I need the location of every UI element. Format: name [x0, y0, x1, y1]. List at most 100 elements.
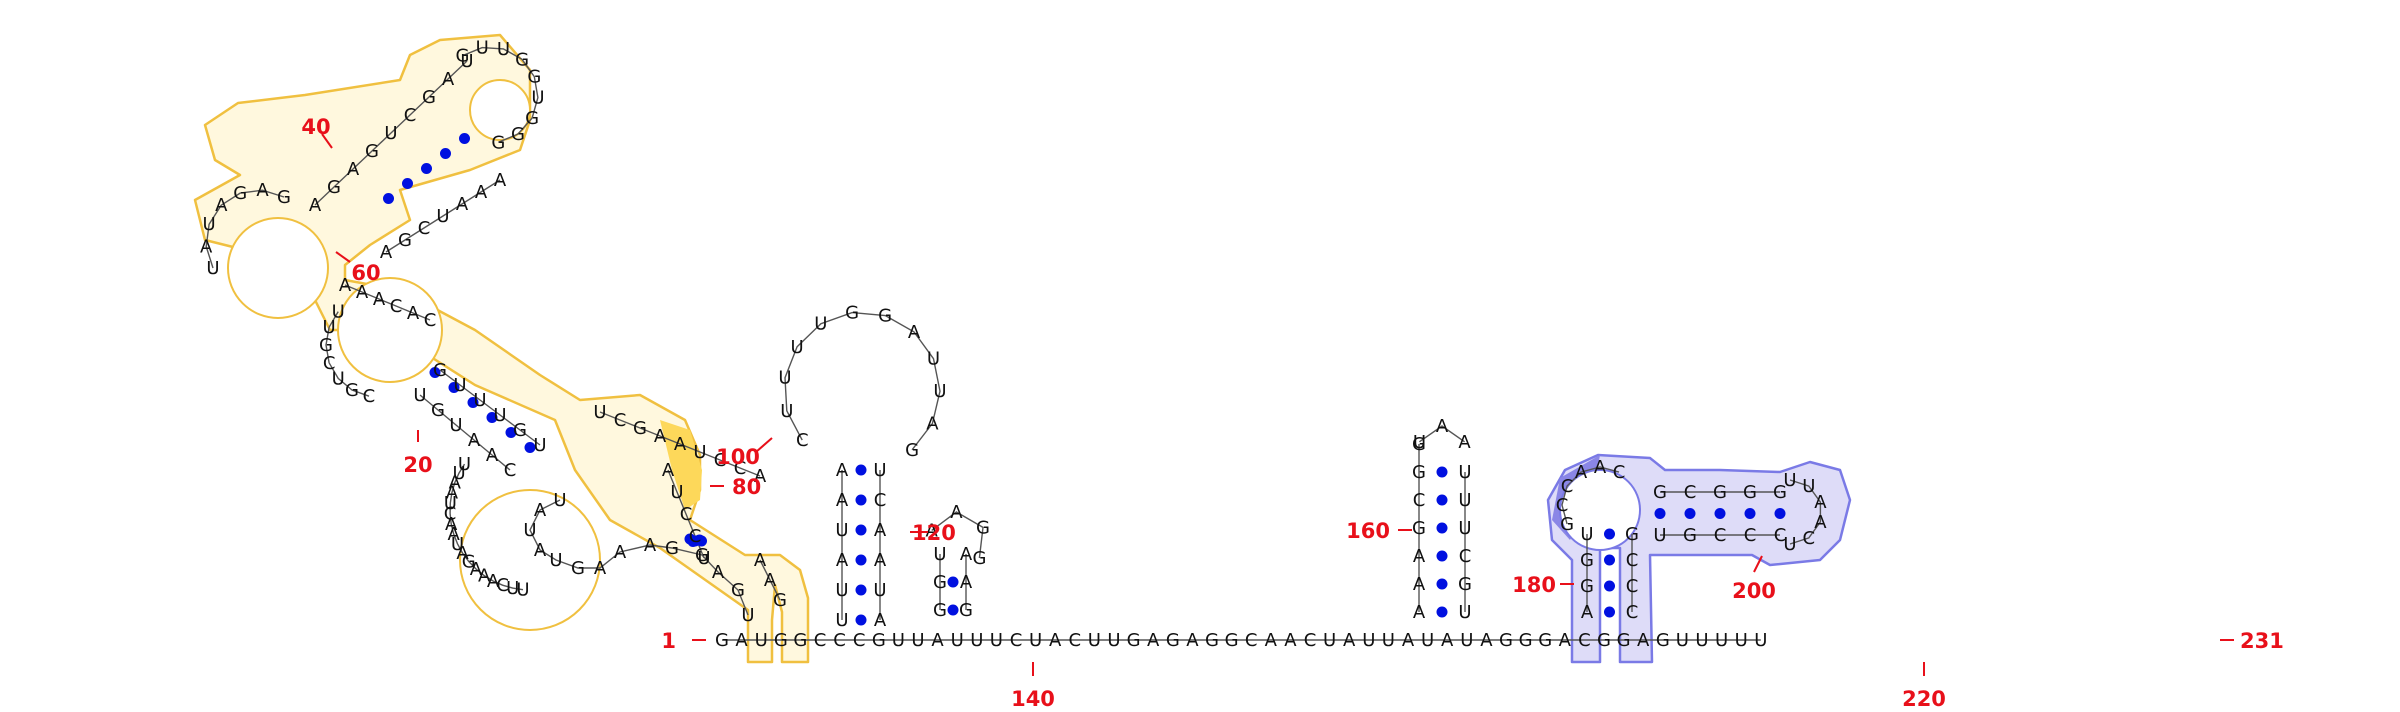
- baseline-nucleotide: G: [1225, 630, 1239, 651]
- base-pair-dot: [383, 193, 394, 204]
- hairpin-160-nucleotide: G: [1412, 434, 1426, 455]
- base-pair-dot: [855, 524, 867, 536]
- domain-b-loop-nucleotide: C: [1556, 495, 1569, 516]
- domain-b-cap-nucleotide: A: [1814, 492, 1827, 513]
- base-pair-dot: [1436, 578, 1448, 590]
- backbone-segment: [439, 369, 541, 446]
- base-pair-dot: [696, 535, 707, 547]
- backbone-segment: [1418, 425, 1466, 443]
- backbone-segment: [419, 394, 511, 471]
- baseline-nucleotide: U: [1421, 630, 1434, 651]
- hairpin-160-nucleotide: A: [1413, 602, 1426, 623]
- top-loop-hole: [469, 79, 531, 141]
- stem-d-nucleotide: C: [734, 458, 747, 479]
- stem-d-nucleotide: A: [754, 466, 767, 487]
- stem-d-nucleotide: A: [654, 426, 667, 447]
- backbone-segment: [1561, 466, 1620, 525]
- domain-b-upper-nucleotide: C: [1684, 482, 1697, 503]
- baseline-nucleotide: A: [1049, 630, 1062, 651]
- hairpin-loop-nucleotide: U: [927, 349, 940, 370]
- hairpin-loop-nucleotide: U: [933, 381, 946, 402]
- big-loop-nucleotide: A: [478, 566, 491, 587]
- top-loop-nucleotide: G: [527, 67, 541, 88]
- upper-arm-nucleotide: G: [365, 141, 379, 162]
- domain-a-highlight: [660, 420, 702, 510]
- base-pair-dot: [1604, 554, 1615, 566]
- baseline-nucleotide: C: [1578, 630, 1591, 651]
- stem-e-nucleotide: G: [433, 360, 447, 381]
- baseline-nucleotide: U: [1029, 630, 1042, 651]
- big-loop-nucleotide: U: [451, 534, 464, 555]
- backbone-segment: [529, 499, 749, 616]
- stem-a-nucleotide: G: [571, 558, 585, 579]
- base-pair-dot: [947, 576, 959, 588]
- backbone-segment: [462, 46, 539, 143]
- base-pair-dot: [855, 464, 867, 476]
- left-loop-nucleotide: U: [206, 258, 219, 279]
- base-pair-dot: [467, 397, 479, 408]
- backbone-segment: [314, 60, 468, 206]
- mid-loop-nucleotide: U: [332, 368, 345, 389]
- hairpin-160-nucleotide: U: [1458, 518, 1471, 539]
- baseline-nucleotide: A: [1480, 630, 1493, 651]
- top-loop-nucleotide: U: [531, 88, 544, 109]
- upper-arm-nucleotide: U: [384, 123, 397, 144]
- base-pair-dot: [448, 382, 460, 393]
- small-stem-nucleotide: U: [933, 544, 946, 565]
- stem-a-nucleotide: U: [549, 550, 562, 571]
- domain-b-cap-nucleotide: A: [1814, 512, 1827, 533]
- stem-a-nucleotide: A: [534, 500, 547, 521]
- domain-b-lower-nucleotide: U: [1653, 525, 1666, 546]
- baseline-nucleotide: U: [990, 630, 1003, 651]
- mid-loop-nucleotide: G: [319, 335, 333, 356]
- hairpin-160-nucleotide: U: [1458, 462, 1471, 483]
- hairpin-stem-nucleotide: U: [835, 580, 848, 601]
- base-pair-dot: [440, 148, 451, 159]
- position-tick: [1753, 555, 1763, 573]
- baseline-nucleotide: G: [1519, 630, 1533, 651]
- small-stem-loop-nucleotide: A: [926, 520, 939, 541]
- top-loop-nucleotide: U: [476, 38, 489, 59]
- top-loop-nucleotide: G: [525, 108, 539, 129]
- stem-a-nucleotide: C: [689, 526, 702, 547]
- big-loop-nucleotide: A: [456, 543, 469, 564]
- base-pair-dots-layer: [383, 133, 1786, 626]
- small-stem-nucleotide: A: [960, 572, 973, 593]
- position-label: 1: [661, 629, 676, 653]
- big-loop-nucleotide: A: [448, 524, 461, 545]
- base-pair-dot: [459, 133, 470, 144]
- small-stem-nucleotide: G: [933, 572, 947, 593]
- big-loop-nucleotide: U: [458, 454, 471, 475]
- stem-e-nucleotide: C: [504, 460, 517, 481]
- hairpin-160-nucleotide: A: [1413, 546, 1426, 567]
- baseline-nucleotide: C: [1010, 630, 1023, 651]
- hairpin-stem-nucleotide: U: [835, 520, 848, 541]
- upper-return-nucleotide: A: [494, 170, 507, 191]
- stem-e-nucleotide: U: [453, 375, 466, 396]
- backbone-segment: [759, 559, 781, 601]
- hairpin-160-nucleotide: G: [1458, 574, 1472, 595]
- mid-side-nucleotide: C: [390, 296, 403, 317]
- baseline-nucleotide: U: [1715, 630, 1728, 651]
- mid-loop-nucleotide: U: [332, 302, 345, 323]
- baseline-nucleotide: U: [951, 630, 964, 651]
- small-stem-loop-nucleotide: G: [976, 517, 990, 538]
- position-label: 160: [1346, 519, 1390, 543]
- base-pair-dot: [421, 163, 432, 174]
- base-pair-dot: [855, 494, 867, 506]
- baseline-nucleotide: U: [1382, 630, 1395, 651]
- baseline-nucleotide: A: [735, 630, 748, 651]
- left-loop-nucleotide: A: [200, 237, 213, 258]
- stem-e-nucleotide: G: [431, 400, 445, 421]
- stem-a-nucleotide: G: [695, 545, 709, 566]
- backbone-segment: [931, 511, 984, 559]
- small-stem-nucleotide: G: [959, 600, 973, 621]
- baseline-nucleotide: A: [1559, 630, 1572, 651]
- left-loop-nucleotide: G: [277, 187, 291, 208]
- domain-b-lower-nucleotide: C: [1774, 525, 1787, 546]
- backbone-segment: [205, 189, 285, 269]
- hairpin-160-loop-nucleotide: A: [1458, 432, 1471, 453]
- stem-e-nucleotide: U: [493, 405, 506, 426]
- big-loop-hole: [459, 489, 601, 631]
